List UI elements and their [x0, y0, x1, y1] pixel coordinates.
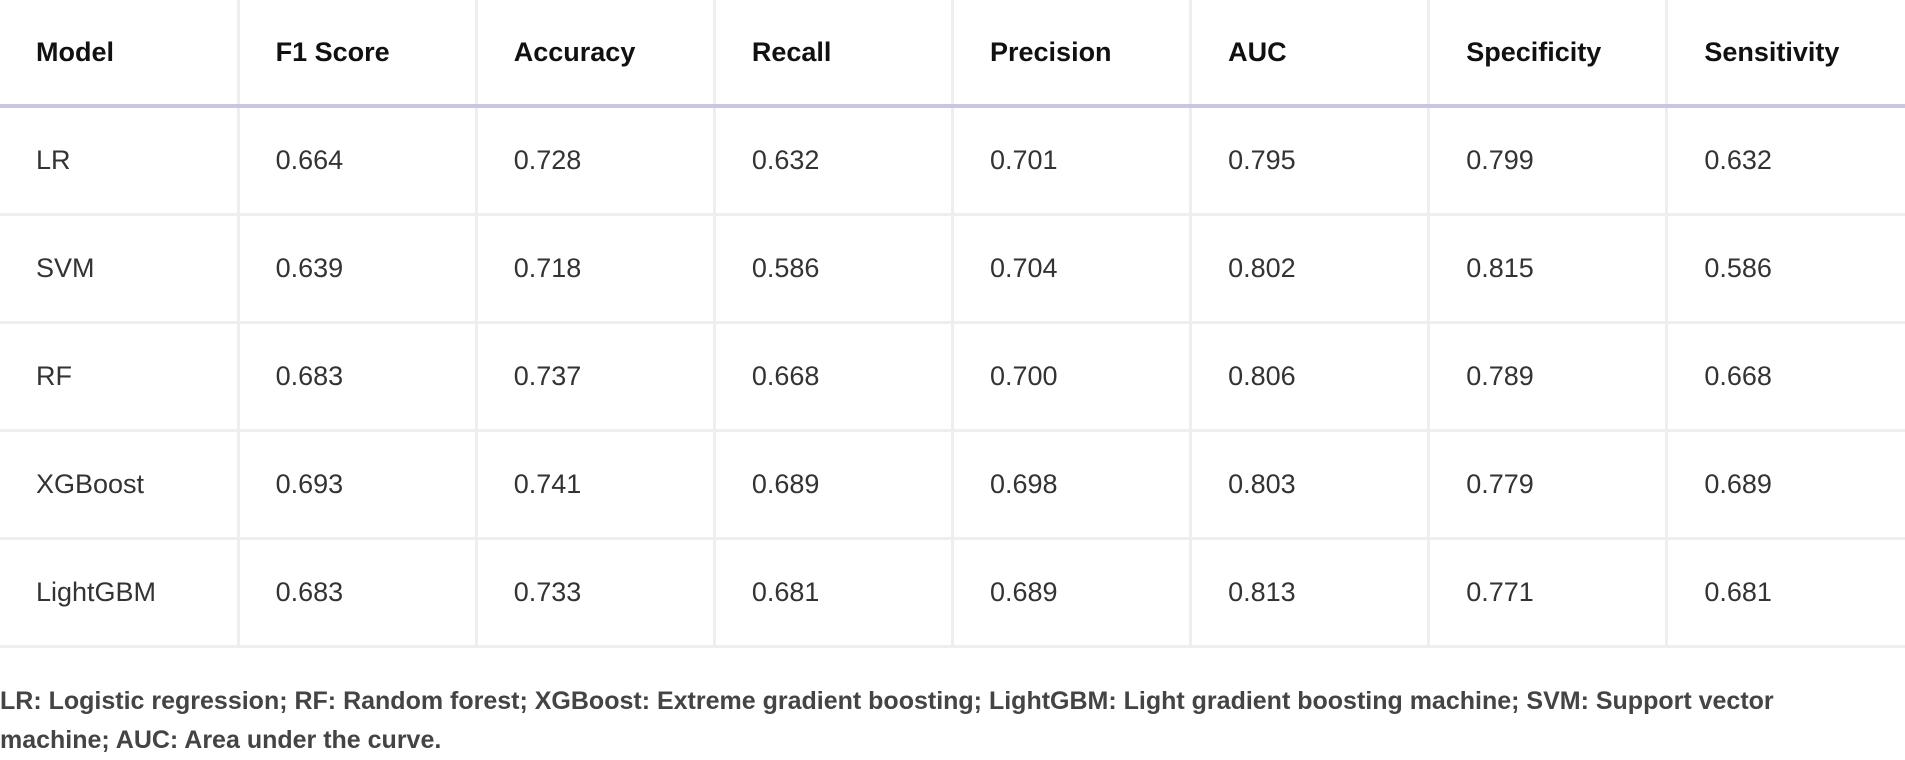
metric-cell: 0.779 [1427, 429, 1669, 540]
table-row: LightGBM 0.683 0.733 0.681 0.689 0.813 0.771 0.… [0, 537, 1905, 648]
metric-cell: 0.815 [1427, 213, 1669, 324]
metric-cell: 0.802 [1189, 213, 1431, 324]
metric-cell: 0.718 [474, 213, 716, 324]
header-cell: Model [0, 0, 240, 108]
metric-cell: 0.683 [236, 537, 478, 648]
metric-cell: 0.704 [950, 213, 1193, 324]
metric-cell: 0.586 [712, 213, 955, 324]
metric-cell: 0.681 [1665, 537, 1905, 648]
metric-cell: 0.806 [1189, 321, 1431, 432]
table-row: SVM 0.639 0.718 0.586 0.704 0.802 0.815 0.586 [0, 213, 1905, 324]
metric-cell: 0.701 [950, 104, 1193, 216]
model-cell: RF [0, 321, 240, 432]
metric-cell: 0.639 [236, 213, 478, 324]
metrics-table: Model F1 Score Accuracy Recall Precision AUC S… [0, 0, 1905, 648]
header-row: Model F1 Score Accuracy Recall Precision AUC S… [0, 0, 1905, 108]
table-body: LR 0.664 0.728 0.632 0.701 0.795 0.799 0.632 SVM… [0, 104, 1905, 648]
metric-cell: 0.586 [1665, 213, 1905, 324]
table-row: XGBoost 0.693 0.741 0.689 0.698 0.803 0.779 0.6… [0, 429, 1905, 540]
metric-cell: 0.803 [1189, 429, 1431, 540]
metric-cell: 0.668 [712, 321, 955, 432]
metric-cell: 0.799 [1427, 104, 1669, 216]
model-cell: XGBoost [0, 429, 240, 540]
metric-cell: 0.795 [1189, 104, 1431, 216]
metric-cell: 0.683 [236, 321, 478, 432]
metric-cell: 0.700 [950, 321, 1193, 432]
metric-cell: 0.689 [1665, 429, 1905, 540]
header-cell: F1 Score [236, 0, 478, 108]
header-cell: Recall [712, 0, 955, 108]
metric-cell: 0.681 [712, 537, 955, 648]
table-header: Model F1 Score Accuracy Recall Precision AUC S… [0, 0, 1905, 108]
header-cell: Precision [950, 0, 1193, 108]
table-row: RF 0.683 0.737 0.668 0.700 0.806 0.789 0.668 [0, 321, 1905, 432]
metric-cell: 0.771 [1427, 537, 1669, 648]
metric-cell: 0.693 [236, 429, 478, 540]
header-cell: Sensitivity [1665, 0, 1905, 108]
model-cell: SVM [0, 213, 240, 324]
footnote: LR: Logistic regression; RF: Random fore… [0, 687, 1774, 754]
metric-cell: 0.813 [1189, 537, 1431, 648]
header-cell: AUC [1189, 0, 1431, 108]
metric-cell: 0.728 [474, 104, 716, 216]
metric-cell: 0.689 [950, 537, 1193, 648]
metric-cell: 0.632 [1665, 104, 1905, 216]
header-cell: Accuracy [474, 0, 716, 108]
metric-cell: 0.632 [712, 104, 955, 216]
metric-cell: 0.664 [236, 104, 478, 216]
model-cell: LR [0, 104, 240, 216]
model-cell: LightGBM [0, 537, 240, 648]
metric-cell: 0.698 [950, 429, 1193, 540]
metric-cell: 0.689 [712, 429, 955, 540]
metric-cell: 0.733 [474, 537, 716, 648]
header-cell: Specificity [1427, 0, 1669, 108]
metric-cell: 0.741 [474, 429, 716, 540]
table-row: LR 0.664 0.728 0.632 0.701 0.795 0.799 0.632 [0, 104, 1905, 216]
metric-cell: 0.668 [1665, 321, 1905, 432]
metric-cell: 0.789 [1427, 321, 1669, 432]
metric-cell: 0.737 [474, 321, 716, 432]
